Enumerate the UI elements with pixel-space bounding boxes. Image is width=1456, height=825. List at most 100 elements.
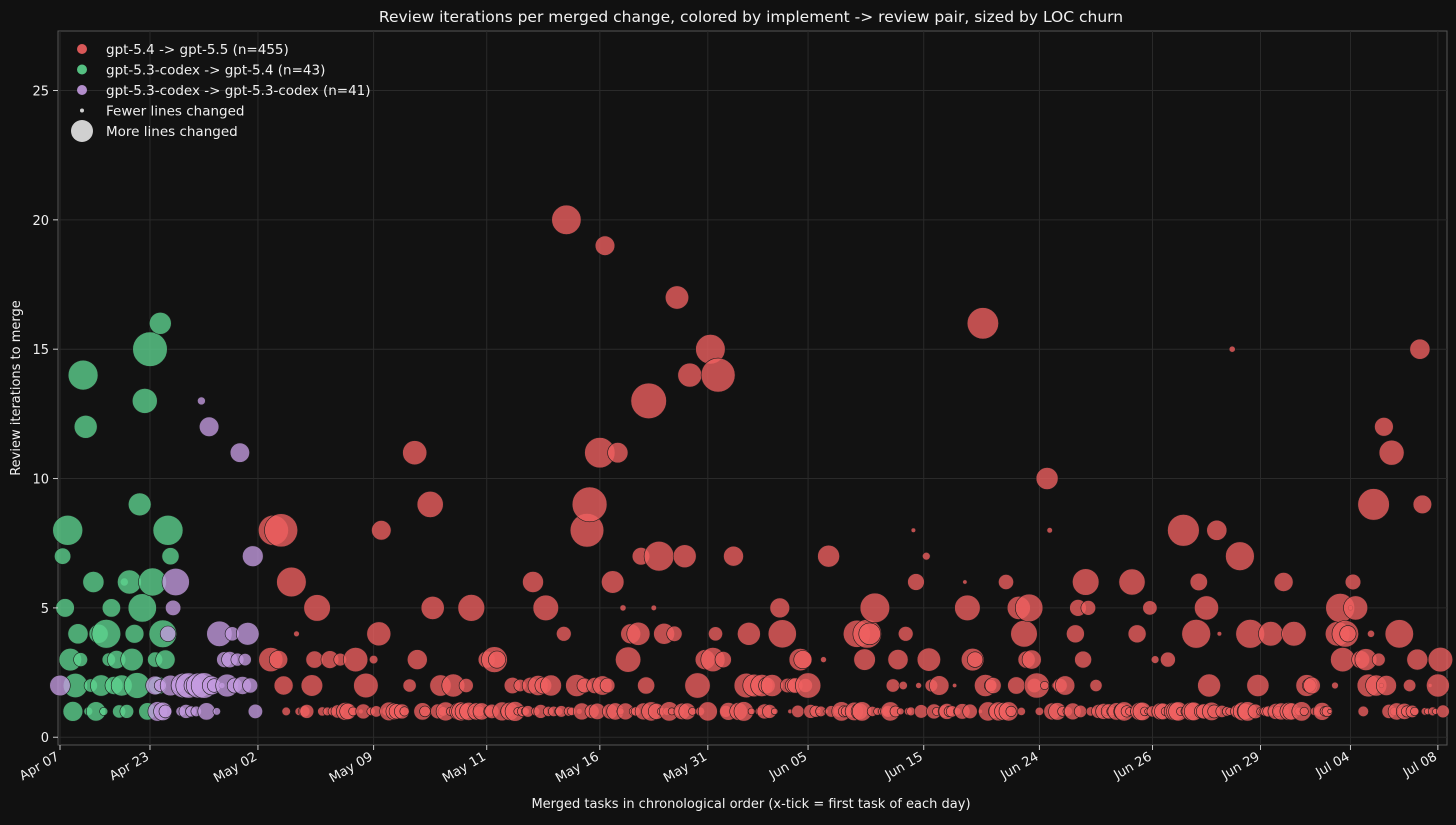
data-point bbox=[767, 619, 797, 649]
data-point bbox=[305, 650, 324, 669]
data-point bbox=[1412, 494, 1432, 515]
data-point bbox=[897, 626, 914, 642]
data-point bbox=[858, 622, 881, 645]
data-point bbox=[1427, 646, 1453, 673]
data-point bbox=[1023, 672, 1050, 699]
data-point bbox=[1384, 619, 1414, 649]
data-point bbox=[1436, 704, 1450, 719]
data-point bbox=[49, 674, 71, 697]
data-point bbox=[1189, 572, 1208, 591]
data-point bbox=[353, 672, 379, 699]
data-point bbox=[238, 653, 252, 667]
data-point bbox=[795, 672, 822, 699]
legend-size-label: More lines changed bbox=[106, 124, 238, 140]
data-point bbox=[1273, 572, 1294, 592]
data-point bbox=[1371, 652, 1386, 667]
data-point bbox=[419, 705, 431, 718]
data-point bbox=[52, 514, 83, 546]
data-point bbox=[770, 707, 779, 716]
data-point bbox=[1014, 593, 1044, 623]
data-point bbox=[962, 703, 978, 720]
data-point bbox=[1074, 650, 1092, 669]
data-point bbox=[402, 440, 428, 466]
data-point bbox=[1344, 573, 1362, 591]
data-point bbox=[124, 624, 145, 644]
data-point bbox=[161, 567, 190, 596]
data-point bbox=[101, 598, 121, 618]
data-point bbox=[1258, 621, 1284, 647]
data-point bbox=[916, 647, 941, 672]
legend-size-marker bbox=[71, 120, 93, 142]
data-point bbox=[264, 513, 299, 548]
data-point bbox=[714, 651, 732, 669]
data-point bbox=[607, 442, 629, 464]
data-point bbox=[117, 569, 142, 595]
data-point bbox=[1040, 680, 1050, 690]
data-point bbox=[898, 680, 908, 690]
data-point bbox=[747, 707, 756, 716]
data-point bbox=[420, 596, 445, 620]
data-point bbox=[273, 675, 294, 696]
data-point bbox=[369, 654, 379, 665]
data-point bbox=[1034, 706, 1044, 716]
data-point bbox=[760, 674, 784, 697]
data-point bbox=[247, 703, 263, 719]
data-point bbox=[853, 648, 876, 671]
data-point bbox=[197, 702, 216, 721]
data-point bbox=[859, 592, 891, 624]
data-point bbox=[1127, 624, 1147, 644]
data-point bbox=[303, 594, 331, 622]
legend: gpt-5.4 -> gpt-5.5 (n=455) gpt-5.3-codex … bbox=[71, 42, 371, 142]
data-point bbox=[791, 704, 805, 718]
data-point bbox=[1017, 707, 1026, 716]
legend-label: gpt-5.3-codex -> gpt-5.3-codex (n=41) bbox=[106, 83, 371, 99]
data-point bbox=[1409, 338, 1431, 360]
data-point bbox=[299, 704, 315, 719]
data-point bbox=[708, 626, 723, 642]
data-point bbox=[67, 359, 99, 391]
data-point bbox=[522, 571, 544, 593]
legend-marker bbox=[77, 85, 87, 95]
data-point bbox=[1299, 706, 1309, 716]
data-point bbox=[1010, 620, 1038, 648]
data-point bbox=[896, 707, 905, 716]
data-point bbox=[887, 649, 909, 671]
data-point bbox=[885, 678, 900, 693]
data-point bbox=[1007, 676, 1026, 695]
data-point bbox=[212, 707, 221, 716]
data-point bbox=[128, 492, 152, 517]
data-point bbox=[458, 678, 474, 693]
data-point bbox=[300, 674, 324, 697]
data-point bbox=[197, 396, 206, 406]
data-point bbox=[556, 626, 572, 642]
data-point bbox=[688, 707, 697, 716]
data-points bbox=[49, 204, 1453, 722]
data-point bbox=[371, 520, 392, 541]
data-point bbox=[152, 514, 184, 546]
data-point bbox=[1246, 674, 1270, 697]
data-point bbox=[952, 682, 958, 688]
data-point bbox=[159, 625, 177, 642]
data-point bbox=[1160, 651, 1176, 668]
y-tick-label: 0 bbox=[41, 731, 49, 746]
legend-label: gpt-5.3-codex -> gpt-5.4 (n=43) bbox=[106, 63, 325, 79]
data-point bbox=[1206, 519, 1228, 541]
data-point bbox=[120, 647, 144, 672]
data-point bbox=[1021, 649, 1042, 670]
series-group bbox=[257, 204, 1453, 722]
data-point bbox=[1327, 708, 1333, 714]
data-point bbox=[630, 382, 667, 420]
data-point bbox=[399, 706, 410, 717]
data-point bbox=[1357, 705, 1369, 718]
data-point bbox=[551, 204, 582, 235]
data-point bbox=[793, 650, 813, 670]
data-point bbox=[1225, 541, 1255, 571]
series-group bbox=[52, 311, 184, 722]
data-point bbox=[906, 706, 916, 717]
data-point bbox=[457, 594, 485, 622]
data-point bbox=[666, 625, 683, 642]
data-point bbox=[1406, 648, 1429, 671]
data-point bbox=[677, 362, 703, 388]
grid-lines bbox=[58, 31, 1447, 745]
